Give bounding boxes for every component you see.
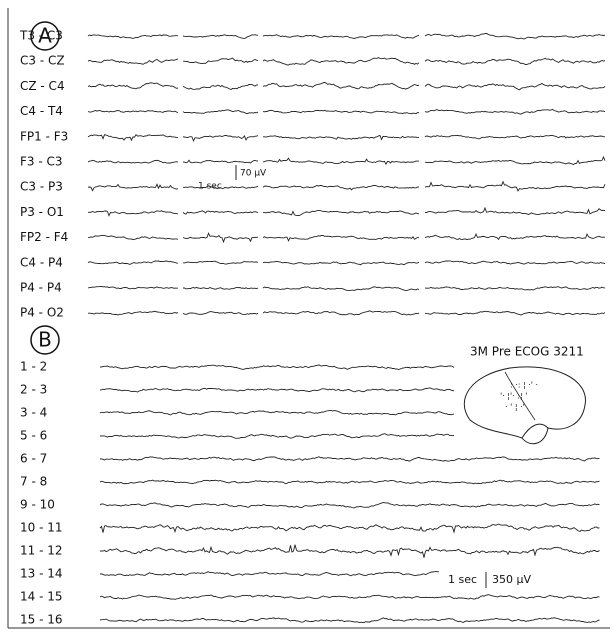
channel-label: 13 - 14	[20, 567, 63, 581]
electrodes: '· ¦'· :¦ '	[500, 392, 527, 401]
channel-label: 1 - 2	[20, 360, 47, 374]
figure: A B 1 sec 70 μV 3M Pre ECOG 3211 : ·: ¦ …	[0, 0, 614, 632]
channel-label: 9 - 10	[20, 498, 55, 512]
channel-label: 11 - 12	[20, 544, 63, 558]
channel-label: 10 - 11	[20, 521, 63, 535]
channel-label: 15 - 16	[20, 613, 63, 627]
electrodes: · ' ¦ ·'	[505, 403, 525, 412]
electrodes: : ·: ¦ ·' ·	[510, 381, 538, 390]
channel-label: P3 - O1	[20, 205, 64, 219]
channel-label: C4 - P4	[20, 255, 63, 269]
background	[0, 0, 614, 632]
channel-label: FP2 - F4	[20, 230, 68, 244]
channel-label: 6 - 7	[20, 452, 47, 466]
channel-label: C4 - T4	[20, 104, 63, 118]
channel-label: C3 - CZ	[20, 54, 65, 68]
channel-label: FP1 - F3	[20, 129, 68, 143]
channel-label: P4 - P4	[20, 281, 62, 295]
channel-label: C3 - P3	[20, 180, 63, 194]
channel-label: P4 - O2	[20, 306, 64, 320]
panel-label: B	[38, 328, 52, 352]
channel-label: 14 - 15	[20, 590, 63, 604]
channel-label: T3 - C3	[19, 29, 63, 43]
scale-amplitude: 70 μV	[240, 169, 267, 179]
scale-amplitude: 350 μV	[492, 573, 531, 586]
scale-time: 1 sec	[448, 573, 477, 586]
channel-label: CZ - C4	[20, 79, 65, 93]
channel-label: 3 - 4	[20, 406, 47, 420]
channel-label: 7 - 8	[20, 475, 47, 489]
channel-label: F3 - C3	[20, 155, 63, 169]
channel-label: 5 - 6	[20, 429, 47, 443]
channel-label: 2 - 3	[20, 383, 47, 397]
panel-title: 3M Pre ECOG 3211	[470, 345, 584, 359]
